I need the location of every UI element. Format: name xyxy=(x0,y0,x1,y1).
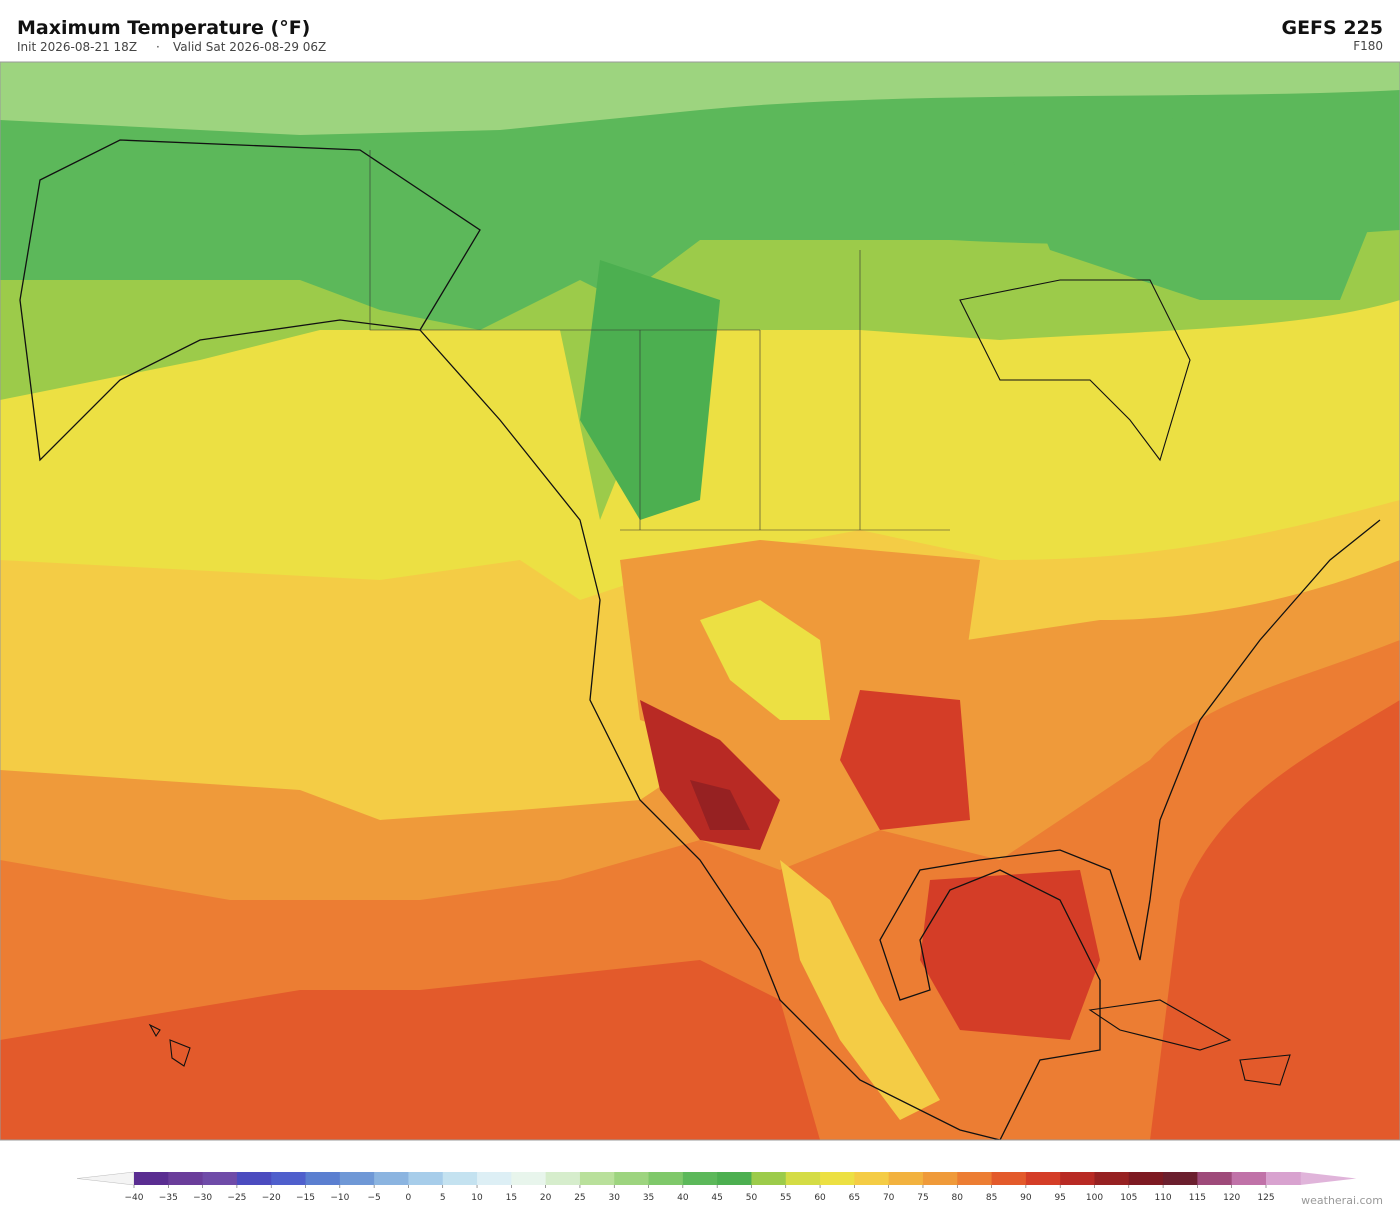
color-segment xyxy=(751,1172,787,1185)
credit: weatherai.com xyxy=(1301,1194,1383,1207)
color-segment xyxy=(614,1172,650,1185)
init-time: Init 2026-08-21 18Z xyxy=(17,40,137,54)
color-segment xyxy=(236,1172,272,1185)
tick-label: 110 xyxy=(1154,1193,1171,1203)
tick-label: 75 xyxy=(917,1193,928,1203)
color-segment xyxy=(1163,1172,1198,1185)
color-segment xyxy=(957,1172,993,1185)
tick-label: −30 xyxy=(193,1193,212,1203)
color-segment xyxy=(477,1172,512,1185)
tick-label: 60 xyxy=(814,1193,826,1203)
tick-label: 20 xyxy=(540,1193,552,1203)
color-segment xyxy=(1231,1172,1267,1185)
color-segment xyxy=(339,1172,375,1185)
tick-label: −35 xyxy=(159,1193,178,1203)
color-segment xyxy=(1128,1172,1164,1185)
tick-label: 50 xyxy=(746,1193,758,1203)
tick-label: 70 xyxy=(883,1193,895,1203)
tick-label: −25 xyxy=(227,1193,246,1203)
over-triangle xyxy=(1300,1172,1357,1185)
tick-label: 100 xyxy=(1086,1193,1103,1203)
color-segment xyxy=(408,1172,444,1185)
color-segment xyxy=(442,1172,478,1185)
color-segment xyxy=(648,1172,684,1185)
tick-label: 0 xyxy=(406,1193,412,1203)
color-segment xyxy=(854,1172,890,1185)
tick-label: −40 xyxy=(125,1193,144,1203)
separator: · xyxy=(156,40,160,54)
tick-label: 80 xyxy=(952,1193,964,1203)
color-segment xyxy=(682,1172,718,1185)
tick-label: −15 xyxy=(296,1193,315,1203)
color-segment xyxy=(922,1172,958,1185)
tick-label: 95 xyxy=(1054,1193,1065,1203)
color-segment xyxy=(579,1172,615,1185)
tick-label: 55 xyxy=(780,1193,791,1203)
tick-label: 90 xyxy=(1020,1193,1032,1203)
tick-label: 120 xyxy=(1223,1193,1240,1203)
color-segment xyxy=(1025,1172,1061,1185)
color-segment xyxy=(820,1172,855,1185)
tick-label: −20 xyxy=(262,1193,281,1203)
color-segment xyxy=(271,1172,307,1185)
tick-label: 115 xyxy=(1189,1193,1206,1203)
color-segment xyxy=(1266,1172,1301,1185)
tick-label: 40 xyxy=(677,1193,689,1203)
color-segment xyxy=(134,1172,169,1185)
colorbar: −40 −35 −30 −25 −20 −15 −10 −5 0 5 10 15 20 25 30 35 40 4… xyxy=(76,1171,1357,1203)
tick-label: 45 xyxy=(711,1193,722,1203)
valid-time: Valid Sat 2026-08-29 06Z xyxy=(173,40,326,54)
color-segment xyxy=(888,1172,924,1185)
tick-label: 10 xyxy=(471,1193,483,1203)
tick-label: 35 xyxy=(643,1193,654,1203)
tick-label: 125 xyxy=(1257,1193,1274,1203)
color-segment xyxy=(545,1172,581,1185)
under-triangle xyxy=(76,1171,135,1186)
tick-label: −10 xyxy=(330,1193,349,1203)
tick-label: −5 xyxy=(367,1193,380,1203)
tick-label: 30 xyxy=(609,1193,621,1203)
color-segment xyxy=(511,1172,547,1185)
tick-label: 65 xyxy=(849,1193,860,1203)
map xyxy=(0,61,1400,1141)
title: Maximum Temperature (°F) xyxy=(17,17,310,39)
tick-label: 5 xyxy=(440,1193,446,1203)
tick-label: 25 xyxy=(574,1193,585,1203)
color-segment xyxy=(991,1172,1027,1185)
color-segment xyxy=(1197,1172,1233,1185)
color-segment xyxy=(374,1172,409,1185)
color-segment xyxy=(1060,1172,1095,1185)
model: GEFS 225 xyxy=(1281,17,1383,39)
color-segment xyxy=(202,1172,238,1185)
tick-label: 105 xyxy=(1120,1193,1137,1203)
color-segment xyxy=(785,1172,821,1185)
tick-label: 85 xyxy=(986,1193,997,1203)
tick-label: 15 xyxy=(506,1193,517,1203)
color-segment xyxy=(168,1172,204,1185)
color-segment xyxy=(1094,1172,1130,1185)
color-segment xyxy=(717,1172,752,1185)
forecast-step: F180 xyxy=(1353,39,1383,53)
color-segment xyxy=(305,1172,341,1185)
